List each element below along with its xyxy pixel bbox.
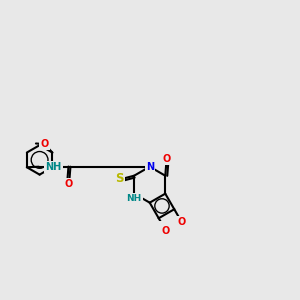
Text: O: O bbox=[40, 139, 49, 149]
Text: O: O bbox=[178, 217, 186, 227]
Text: O: O bbox=[65, 179, 73, 189]
Text: NH: NH bbox=[127, 194, 142, 203]
Text: N: N bbox=[146, 162, 154, 172]
Text: O: O bbox=[162, 226, 170, 236]
Text: NH: NH bbox=[45, 162, 62, 172]
Text: S: S bbox=[115, 172, 124, 185]
Text: N: N bbox=[146, 162, 154, 172]
Text: O: O bbox=[162, 154, 170, 164]
